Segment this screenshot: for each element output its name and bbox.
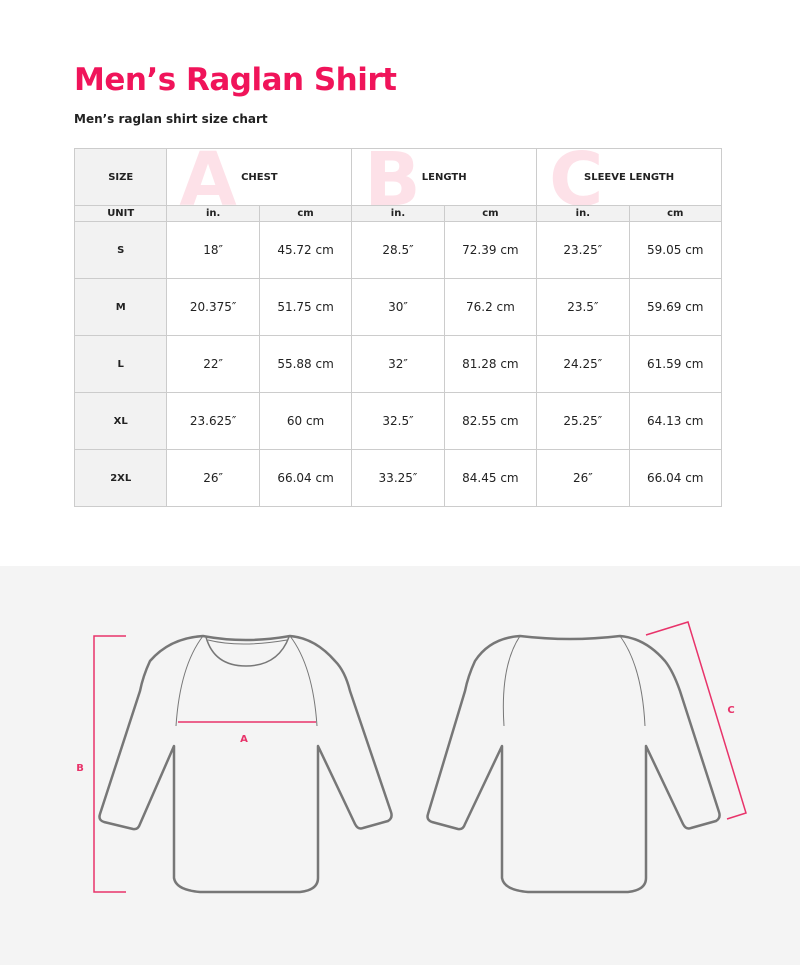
- size-header: SIZE: [73, 148, 168, 206]
- value-cell: 66.04 cm: [258, 449, 353, 507]
- unit-cell: in.: [351, 205, 445, 222]
- value-cell: 18″: [166, 221, 260, 279]
- front-shirt: [98, 634, 393, 894]
- value-cell: 82.55 cm: [443, 392, 538, 450]
- value-cell: 61.59 cm: [628, 335, 723, 393]
- value-cell: 59.05 cm: [628, 221, 723, 279]
- value-cell: 28.5″: [351, 221, 445, 279]
- value-cell: 24.25″: [536, 335, 630, 393]
- table-row: L 22″ 55.88 cm 32″ 81.28 cm 24.25″ 61.59 cm: [73, 335, 723, 393]
- value-cell: 30″: [351, 278, 445, 336]
- size-table: SIZE A CHEST B LENGTH C SLEEVE LENGTH UNIT …: [73, 148, 723, 507]
- table-row: M 20.375″ 51.75 cm 30″ 76.2 cm 23.5″ 59.69 cm: [73, 278, 723, 336]
- value-cell: 51.75 cm: [258, 278, 353, 336]
- chest-header: A CHEST: [166, 148, 353, 206]
- unit-label: UNIT: [73, 205, 168, 222]
- header-row: SIZE A CHEST B LENGTH C SLEEVE LENGTH: [73, 148, 722, 206]
- value-cell: 25.25″: [536, 392, 630, 450]
- value-cell: 33.25″: [351, 449, 445, 507]
- label-b: B: [76, 763, 84, 774]
- value-cell: 84.45 cm: [443, 449, 538, 507]
- measure-lines: [93, 621, 747, 893]
- label-c: C: [727, 705, 734, 716]
- unit-cell: in.: [536, 205, 630, 222]
- letter-b: B: [364, 148, 421, 206]
- value-cell: 66.04 cm: [628, 449, 723, 507]
- size-cell: M: [73, 278, 168, 336]
- size-cell: XL: [73, 392, 168, 450]
- table-row: 2XL 26″ 66.04 cm 33.25″ 84.45 cm 26″ 66.04 cm: [73, 449, 723, 507]
- unit-cell: in.: [166, 205, 260, 222]
- shirt-diagram: A B C: [76, 621, 747, 894]
- value-cell: 76.2 cm: [443, 278, 538, 336]
- table-row: S 18″ 45.72 cm 28.5″ 72.39 cm 23.25″ 59.05 cm: [73, 221, 723, 279]
- unit-cell: cm: [628, 205, 723, 222]
- value-cell: 23.625″: [166, 392, 260, 450]
- size-cell: L: [73, 335, 168, 393]
- value-cell: 55.88 cm: [258, 335, 353, 393]
- value-cell: 64.13 cm: [628, 392, 723, 450]
- value-cell: 32″: [351, 335, 445, 393]
- value-cell: 81.28 cm: [443, 335, 538, 393]
- unit-cell: cm: [258, 205, 353, 222]
- value-cell: 59.69 cm: [628, 278, 723, 336]
- size-cell: S: [73, 221, 168, 279]
- value-cell: 20.375″: [166, 278, 260, 336]
- value-cell: 26″: [166, 449, 260, 507]
- sleeve-header: C SLEEVE LENGTH: [536, 148, 722, 206]
- unit-cell: cm: [443, 205, 538, 222]
- value-cell: 22″: [166, 335, 260, 393]
- value-cell: 26″: [536, 449, 630, 507]
- letter-c: C: [549, 148, 604, 206]
- size-cell: 2XL: [73, 449, 168, 507]
- subtitle: Men’s raglan shirt size chart: [74, 112, 268, 126]
- diagram-area: A B C: [0, 566, 800, 965]
- value-cell: 32.5″: [351, 392, 445, 450]
- unit-row: UNIT in. cm in. cm in. cm: [73, 205, 723, 222]
- page-title: Men’s Raglan Shirt: [74, 62, 397, 98]
- value-cell: 60 cm: [258, 392, 353, 450]
- label-a: A: [240, 734, 248, 745]
- value-cell: 72.39 cm: [443, 221, 538, 279]
- length-header: B LENGTH: [351, 148, 538, 206]
- table-row: XL 23.625″ 60 cm 32.5″ 82.55 cm 25.25″ 64.13 c…: [73, 392, 723, 450]
- value-cell: 23.25″: [536, 221, 630, 279]
- value-cell: 23.5″: [536, 278, 630, 336]
- letter-a: A: [179, 148, 237, 206]
- back-shirt: [426, 634, 721, 894]
- value-cell: 45.72 cm: [258, 221, 353, 279]
